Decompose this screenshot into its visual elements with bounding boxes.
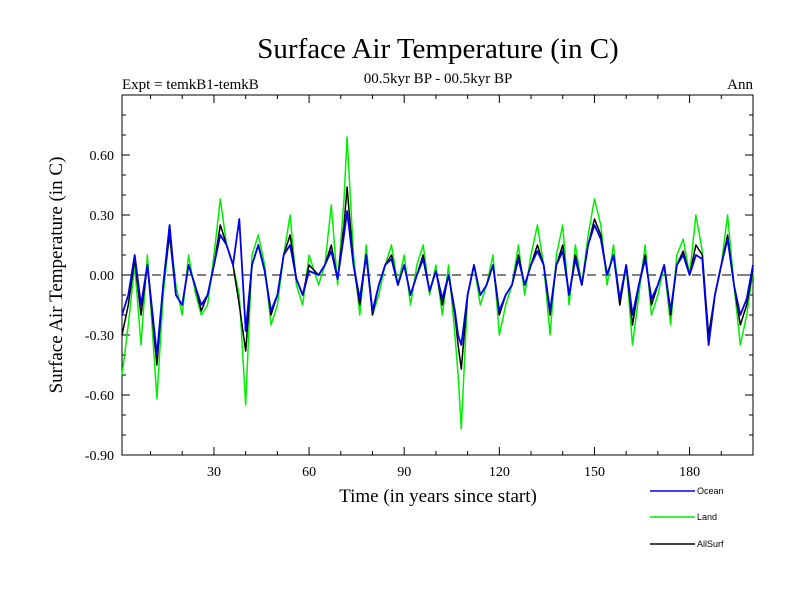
- legend-label-ocean: Ocean: [697, 486, 724, 496]
- x-axis-label: Time (in years since start): [339, 486, 537, 507]
- x-tick-label: 120: [489, 465, 510, 480]
- y-tick-label: 0.00: [90, 269, 115, 284]
- y-tick-label: 0.30: [90, 209, 115, 224]
- x-tick-label: 30: [207, 465, 221, 480]
- y-tick-label: -0.30: [85, 329, 114, 344]
- legend-label-allsurf: AllSurf: [697, 539, 724, 549]
- legend: Ocean Land AllSurf: [650, 486, 724, 549]
- period-label: 00.5kyr BP - 00.5kyr BP: [364, 71, 513, 87]
- y-axis-label: Surface Air Temperature (in C): [46, 157, 67, 394]
- x-axis: 30 60 90 120 150 180: [150, 95, 754, 480]
- season-label: Ann: [727, 77, 753, 93]
- series-layer: [121, 136, 754, 430]
- x-tick-label: 90: [397, 465, 411, 480]
- y-axis: -0.90 -0.60 -0.30 0.00 0.30 0.60: [85, 94, 753, 464]
- legend-label-land: Land: [697, 512, 717, 522]
- x-tick-label: 150: [584, 465, 605, 480]
- y-tick-label: 0.60: [90, 149, 115, 164]
- y-tick-label: -0.90: [85, 449, 114, 464]
- y-tick-label: -0.60: [85, 389, 114, 404]
- x-tick-label: 60: [302, 465, 316, 480]
- series-line-ocean: [121, 210, 754, 356]
- x-tick-label: 180: [679, 465, 700, 480]
- experiment-label: Expt = temkB1-temkB: [122, 77, 259, 93]
- chart-title: Surface Air Temperature (in C): [257, 33, 618, 65]
